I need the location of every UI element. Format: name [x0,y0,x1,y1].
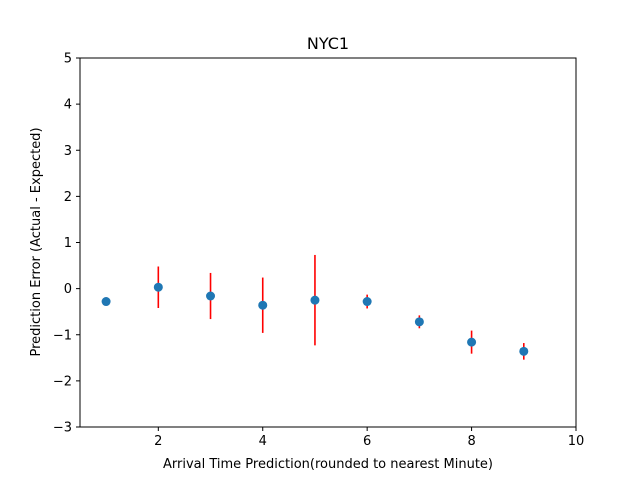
plot-area [101,254,529,360]
x-axis-label: Arrival Time Prediction(rounded to neare… [163,457,493,472]
data-point-7 [414,315,424,329]
data-point-4 [258,277,268,333]
marker [310,295,320,305]
y-tick-label: 5 [64,52,72,67]
data-point-5 [310,254,320,346]
data-point-3 [206,272,216,320]
y-tick-label: −1 [53,328,72,343]
x-tick-label: 4 [259,434,267,449]
y-tick-label: 4 [64,98,72,113]
y-tick-label: −2 [53,374,72,389]
marker [101,297,111,307]
y-tick-label: 2 [64,190,72,205]
plot-frame [79,57,577,428]
chart-title: NYC1 [307,34,349,53]
marker [362,297,372,307]
marker [519,346,529,356]
data-point-1 [101,297,111,307]
data-point-6 [362,294,372,309]
marker [414,317,424,327]
y-tick-label: 0 [64,282,72,297]
marker [153,282,163,292]
marker [206,291,216,301]
y-tick-label: −3 [53,421,72,436]
x-tick-label: 6 [363,434,371,449]
y-axis-label: Prediction Error (Actual - Expected) [29,127,44,356]
x-tick-label: 8 [467,434,475,449]
marker [467,337,477,347]
x-tick-label: 2 [154,434,162,449]
data-point-8 [467,330,477,354]
marker [258,300,268,310]
x-tick-label: 10 [568,434,585,449]
y-tick-label: 1 [64,236,72,251]
data-point-2 [153,266,163,308]
data-point-9 [519,343,529,360]
axes: 2 4 6 8 10 −3 −2 −1 0 1 2 3 4 5 [53,52,584,450]
y-tick-label: 3 [64,144,72,159]
